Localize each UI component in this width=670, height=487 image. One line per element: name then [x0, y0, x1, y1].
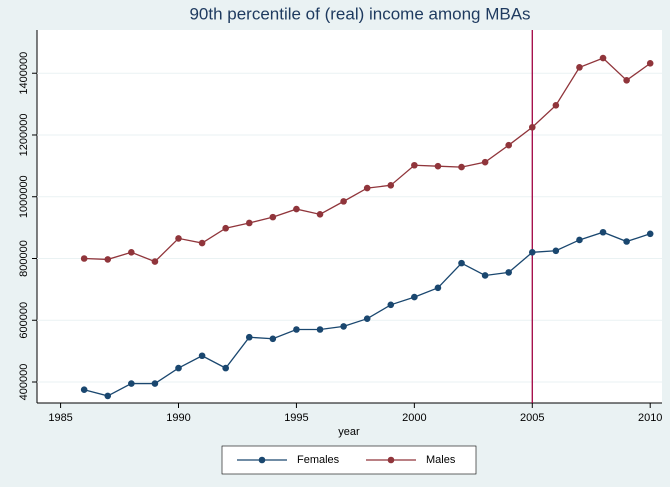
x-tick-label: 1990 — [166, 412, 190, 424]
plot-area — [37, 30, 662, 403]
point — [387, 182, 395, 189]
point — [411, 161, 418, 169]
x-tick-label: 2010 — [638, 412, 662, 424]
y-tick-label: 1400000 — [18, 52, 30, 95]
point — [576, 236, 583, 244]
x-tick-label: 2005 — [520, 412, 544, 424]
point — [505, 269, 512, 276]
legend-label: Females — [297, 454, 340, 466]
point — [434, 284, 442, 292]
point — [269, 335, 277, 343]
x-axis-label: year — [338, 426, 360, 438]
point — [316, 211, 324, 218]
point — [599, 54, 607, 62]
point — [599, 228, 607, 236]
point — [340, 198, 347, 205]
point — [151, 258, 159, 265]
point — [528, 249, 536, 256]
point — [623, 77, 630, 84]
legend-label: Males — [426, 454, 456, 466]
y-tick-label: 600000 — [18, 302, 30, 339]
point — [646, 230, 654, 238]
point — [80, 386, 88, 394]
point — [128, 380, 135, 387]
chart-title: 90th percentile of (real) income among M… — [189, 4, 530, 23]
legend-marker — [258, 456, 266, 464]
point — [340, 323, 347, 330]
point — [245, 219, 253, 227]
point — [198, 352, 206, 360]
point — [245, 333, 253, 341]
point — [222, 364, 229, 372]
point — [552, 102, 560, 109]
point — [80, 255, 88, 262]
point — [104, 392, 112, 400]
point — [387, 301, 395, 309]
x-tick-label: 1985 — [48, 412, 72, 424]
point — [269, 213, 277, 221]
point — [293, 205, 300, 213]
y-tick-label: 800000 — [18, 240, 30, 277]
legend-marker — [387, 456, 395, 464]
x-tick-label: 2000 — [402, 412, 426, 424]
y-tick-label: 1000000 — [18, 175, 30, 218]
point — [552, 247, 560, 255]
point — [104, 256, 112, 263]
point — [505, 141, 512, 149]
point — [434, 162, 442, 170]
point — [411, 293, 418, 301]
point — [128, 249, 135, 256]
point — [528, 123, 536, 131]
point — [458, 259, 465, 267]
point — [316, 326, 324, 333]
y-tick-label: 1200000 — [18, 114, 30, 157]
point — [623, 238, 630, 245]
point — [458, 163, 465, 171]
point — [198, 239, 206, 247]
point — [646, 60, 654, 67]
point — [151, 380, 159, 387]
point — [175, 364, 182, 372]
y-tick-label: 400000 — [18, 364, 30, 401]
point — [576, 64, 583, 71]
point — [222, 224, 229, 232]
point — [293, 326, 300, 333]
x-tick-label: 1995 — [284, 412, 308, 424]
point — [481, 272, 489, 279]
point — [175, 235, 182, 242]
point — [481, 158, 489, 166]
point — [363, 315, 371, 323]
point — [363, 184, 371, 192]
